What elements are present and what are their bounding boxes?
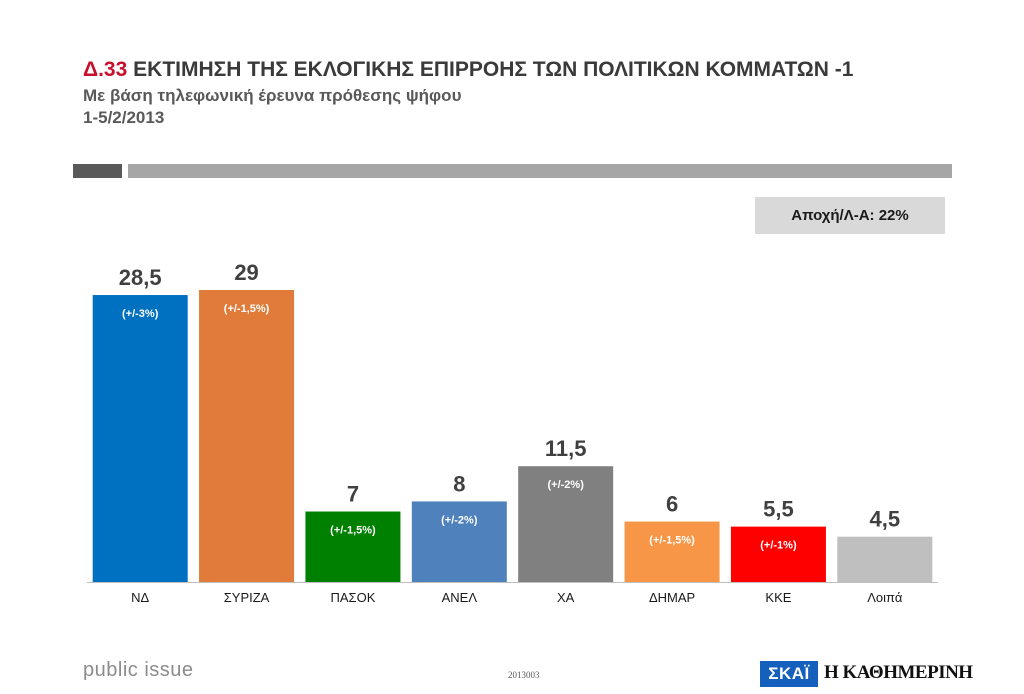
value-label: 6 xyxy=(666,492,678,517)
margin-label: (+/-2%) xyxy=(441,514,478,526)
value-label: 29 xyxy=(234,260,258,285)
margin-label: (+/-1,5%) xyxy=(330,525,376,537)
question-code: Δ.33 xyxy=(83,58,128,81)
category-label: ΚΚΕ xyxy=(765,590,791,605)
category-label: ΝΔ xyxy=(131,590,149,605)
value-label: 11,5 xyxy=(545,436,587,461)
bar-2 xyxy=(305,511,401,582)
bar-1 xyxy=(199,290,295,582)
value-label: 4,5 xyxy=(870,507,901,532)
margin-label: (+/-2%) xyxy=(548,479,585,491)
margin-label: (+/-3%) xyxy=(122,308,159,320)
category-label: ΣΥΡΙΖΑ xyxy=(224,590,270,605)
report-code: 2013003 xyxy=(508,670,540,680)
value-label: 28,5 xyxy=(119,265,162,290)
category-label: Λοιπά xyxy=(867,590,903,605)
value-label: 7 xyxy=(347,482,359,507)
bar-7 xyxy=(837,536,933,582)
category-label: ΔΗΜΑΡ xyxy=(649,590,695,605)
skai-logo: ΣΚΑΪ xyxy=(760,661,818,687)
margin-label: (+/-1%) xyxy=(760,540,797,552)
header-divider-dark xyxy=(73,164,122,178)
header-divider-light xyxy=(128,164,952,178)
margin-label: (+/-1,5%) xyxy=(649,535,695,547)
value-label: 8 xyxy=(453,471,465,496)
chart-header: Δ.33 ΕΚΤΙΜΗΣΗ ΤΗΣ ΕΚΛΟΓΙΚΗΣ ΕΠΙΡΡΟΗΣ ΤΩΝ… xyxy=(83,58,853,128)
bar-6 xyxy=(730,526,826,582)
value-label: 5,5 xyxy=(763,497,794,522)
survey-date: 1-5/2/2013 xyxy=(83,108,165,127)
category-label: ΧΑ xyxy=(557,590,575,605)
bar-5 xyxy=(624,521,720,582)
chart-title: Δ.33 ΕΚΤΙΜΗΣΗ ΤΗΣ ΕΚΛΟΓΙΚΗΣ ΕΠΙΡΡΟΗΣ ΤΩΝ… xyxy=(83,58,853,82)
abstention-box: Αποχή/Λ-Α: 22% xyxy=(755,197,945,234)
category-label: ΠΑΣΟΚ xyxy=(330,590,375,605)
title-text: ΕΚΤΙΜΗΣΗ ΤΗΣ ΕΚΛΟΓΙΚΗΣ ΕΠΙΡΡΟΗΣ ΤΩΝ ΠΟΛΙ… xyxy=(133,58,854,81)
bar-0 xyxy=(92,295,188,582)
category-label: ΑΝΕΛ xyxy=(442,590,478,605)
bar-3 xyxy=(411,501,507,582)
kathimerini-logo: Η ΚΑΘΗΜΕΡΙΝΗ xyxy=(824,662,973,683)
brand-public-issue: public issue xyxy=(83,659,194,681)
bar-4 xyxy=(518,466,614,582)
margin-label: (+/-1,5%) xyxy=(224,303,270,315)
chart-subtitle: Με βάση τηλεφωνική έρευνα πρόθεσης ψήφου xyxy=(83,86,462,105)
